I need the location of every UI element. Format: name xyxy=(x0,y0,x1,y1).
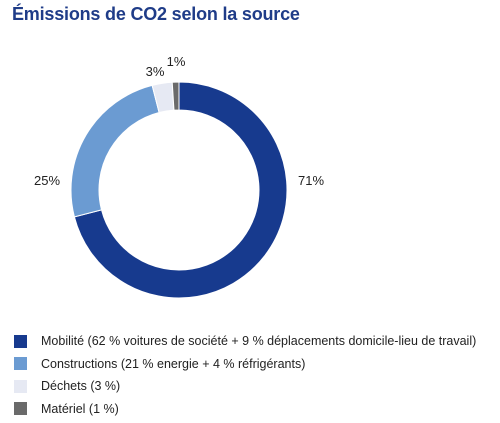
legend-item-constructions: Constructions (21 % energie + 4 % réfrig… xyxy=(14,353,476,376)
slice-label-materiel: 1% xyxy=(167,54,186,69)
legend-swatch-constructions xyxy=(14,357,27,371)
legend-item-materiel: Matériel (1 %) xyxy=(14,398,476,421)
slice-mobilite xyxy=(73,81,288,299)
legend-swatch-mobilite xyxy=(14,334,27,348)
slice-label-mobilite: 71% xyxy=(298,173,324,188)
slice-label-dechets: 3% xyxy=(146,64,165,79)
donut-chart: 71% 25% 3%1% xyxy=(34,54,324,299)
slice-label-constructions: 25% xyxy=(34,173,60,188)
legend-item-dechets: Déchets (3 %) xyxy=(14,375,476,398)
slice-constructions xyxy=(70,84,160,218)
legend-label-constructions: Constructions (21 % energie + 4 % réfrig… xyxy=(41,356,306,371)
legend-label-materiel: Matériel (1 %) xyxy=(41,401,119,416)
legend: Mobilité (62 % voitures de société + 9 %… xyxy=(14,330,476,420)
legend-label-mobilite: Mobilité (62 % voitures de société + 9 %… xyxy=(41,334,477,349)
slice-labels: 71% 25% 3%1% xyxy=(34,54,324,188)
legend-swatch-materiel xyxy=(14,402,27,416)
donut-slices xyxy=(70,81,288,299)
legend-swatch-dechets xyxy=(14,379,27,393)
chart-title: Émissions de CO2 selon la source xyxy=(12,4,300,24)
legend-label-dechets: Déchets (3 %) xyxy=(41,379,121,394)
slice-materiel xyxy=(171,81,180,111)
legend-item-mobilite: Mobilité (62 % voitures de société + 9 %… xyxy=(14,330,476,353)
